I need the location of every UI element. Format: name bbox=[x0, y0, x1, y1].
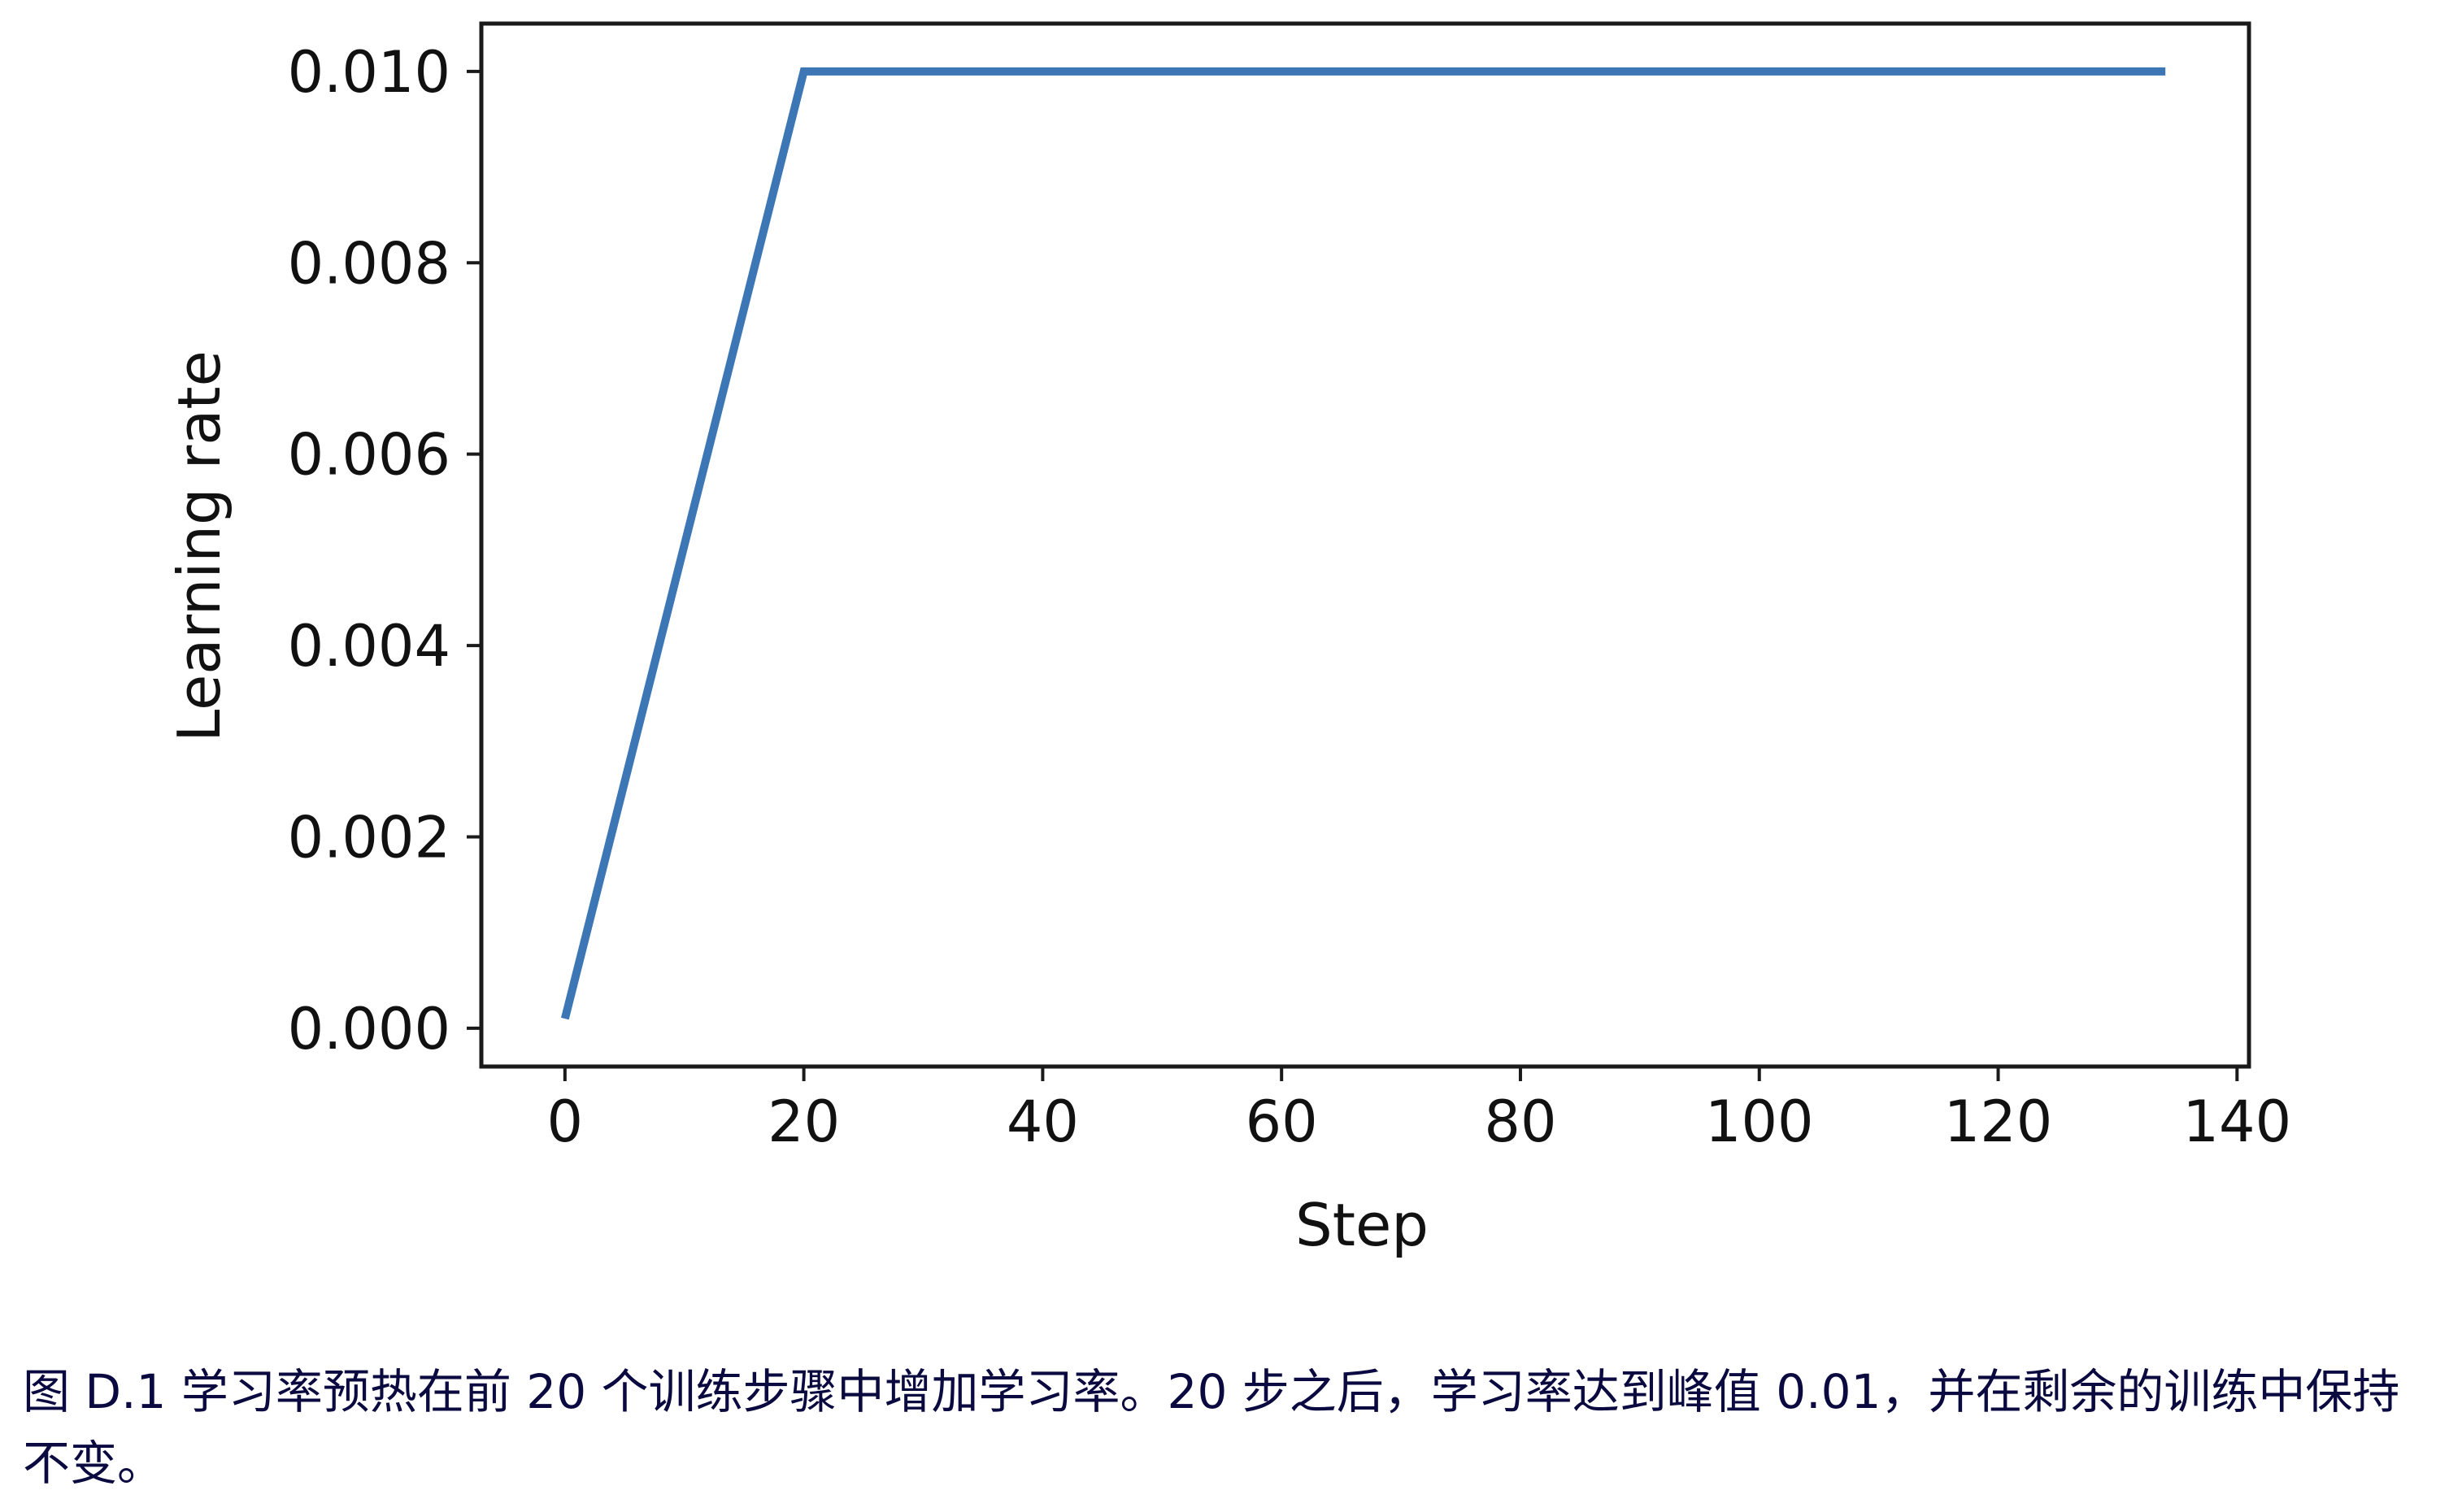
series-lines bbox=[560, 67, 2166, 1020]
y-tick-label: 0.006 bbox=[288, 422, 450, 489]
x-tick-label: 120 bbox=[1944, 1088, 2053, 1155]
x-tick-label: 20 bbox=[768, 1088, 840, 1155]
y-tick-label: 0.002 bbox=[288, 805, 450, 871]
y-tick-label: 0.000 bbox=[288, 996, 450, 1062]
y-tick-label: 0.010 bbox=[288, 39, 450, 106]
y-axis-ticks: 0.000 0.002 0.004 0.006 0.008 0.010 bbox=[288, 39, 481, 1062]
x-tick-label: 80 bbox=[1484, 1088, 1556, 1155]
y-axis-label: Learning rate bbox=[165, 350, 233, 742]
y-tick-label: 0.004 bbox=[288, 613, 450, 680]
learning-rate-chart: 0 20 40 60 80 100 120 140 0.0000.0020.0040.0060… bbox=[165, 21, 2292, 1259]
x-tick-label: 0 bbox=[547, 1088, 584, 1155]
plot-frame bbox=[479, 21, 2251, 1069]
x-tick-label: 40 bbox=[1007, 1088, 1079, 1155]
x-tick-label: 140 bbox=[2183, 1088, 2292, 1155]
x-axis-ticks: 0 20 40 60 80 100 120 140 bbox=[547, 1067, 2292, 1155]
figure-caption: 图 D.1 学习率预热在前 20 个训练步骤中增加学习率。20 步之后，学习率达… bbox=[23, 1364, 2400, 1491]
x-tick-label: 60 bbox=[1246, 1088, 1318, 1155]
y-tick-label: 0.008 bbox=[288, 230, 450, 297]
x-tick-label: 100 bbox=[1705, 1088, 1814, 1155]
learning-rate-line bbox=[560, 67, 2166, 1020]
x-axis-label: Step bbox=[1295, 1191, 1429, 1259]
